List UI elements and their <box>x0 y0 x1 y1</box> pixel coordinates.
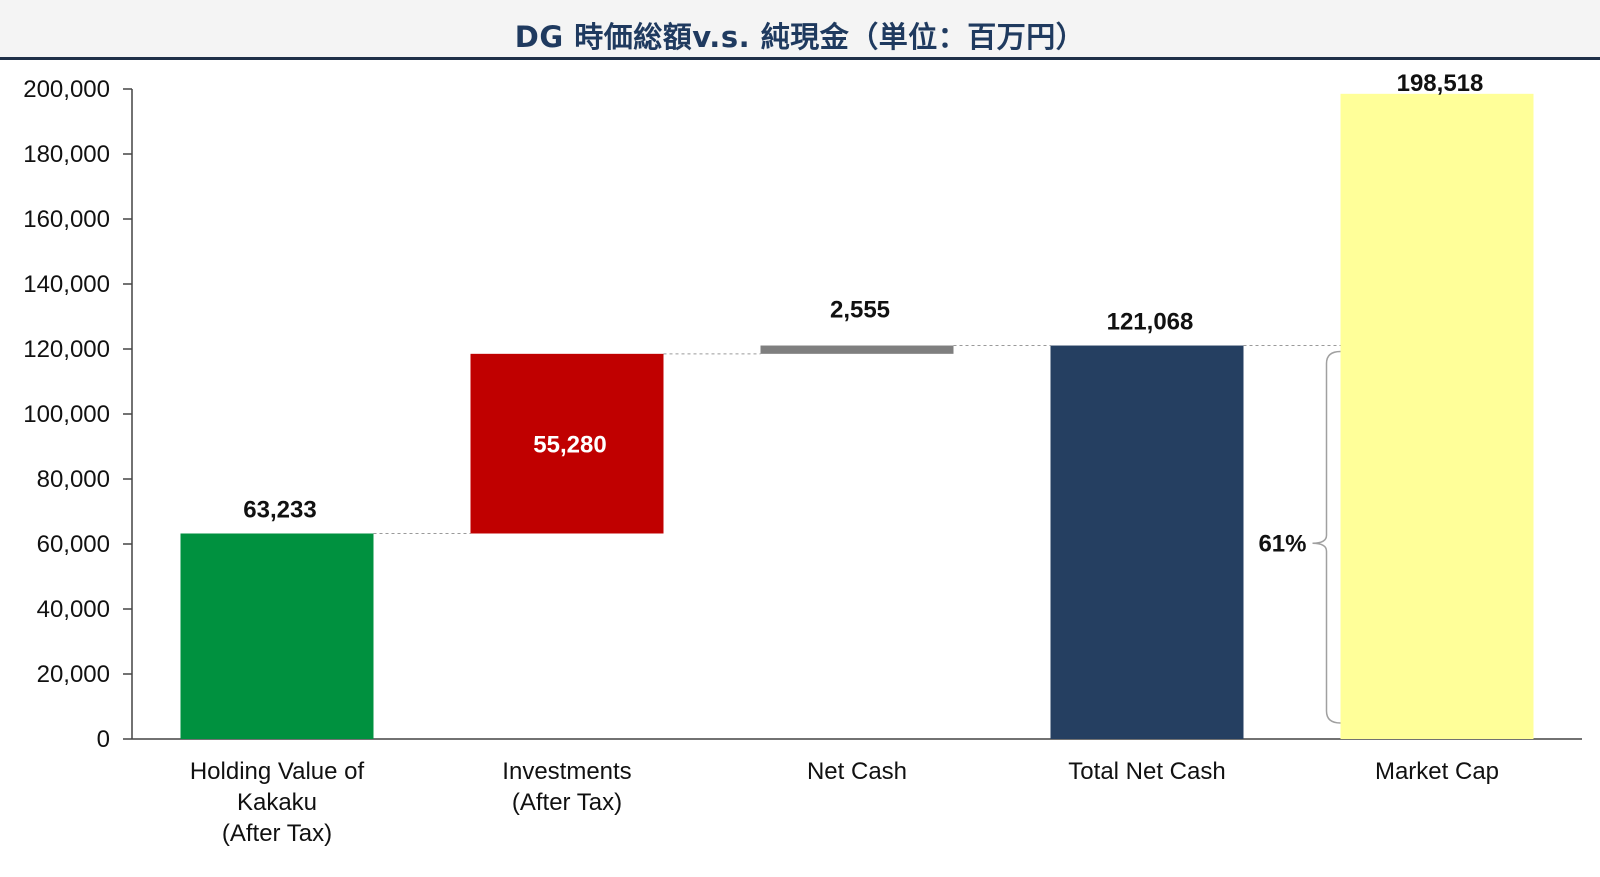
y-tick-label: 140,000 <box>23 271 110 298</box>
data-label: 63,233 <box>243 496 316 523</box>
x-tick-label: Market Cap <box>1375 758 1499 785</box>
label-layer: 63,233 55,280 2,555 121,068 198,518 Holding V… <box>190 70 1499 847</box>
x-tick-label: Investments <box>502 758 631 785</box>
y-tick-label: 0 <box>97 726 110 753</box>
bar <box>760 345 954 354</box>
bar <box>1050 345 1244 739</box>
x-tick-label: Net Cash <box>807 758 907 785</box>
data-label: 121,068 <box>1107 309 1194 336</box>
x-tick-label: Holding Value of <box>190 758 365 785</box>
axes-layer: 0 20,000 40,000 60,000 80,000 100,000 120,000 1… <box>23 76 1582 753</box>
x-tick-label: (After Tax) <box>222 820 332 847</box>
title-bar: DG 時価総額v.s. 純現金（単位：百万円） <box>0 0 1600 60</box>
chart-title: DG 時価総額v.s. 純現金（単位：百万円） <box>514 20 1086 54</box>
y-tick-label: 120,000 <box>23 336 110 363</box>
annotation-label: 61% <box>1258 530 1306 557</box>
bar <box>1340 93 1534 739</box>
data-label: 2,555 <box>830 297 890 324</box>
data-label: 198,518 <box>1397 70 1484 97</box>
connector-layer <box>373 345 1341 534</box>
y-tick-label: 20,000 <box>37 661 110 688</box>
y-tick-label: 40,000 <box>37 596 110 623</box>
bar <box>180 533 374 739</box>
y-tick-label: 160,000 <box>23 206 110 233</box>
x-tick-label: Total Net Cash <box>1068 758 1225 785</box>
annotation-layer: 61% <box>1258 350 1341 724</box>
bar <box>470 353 664 534</box>
y-tick-label: 100,000 <box>23 401 110 428</box>
data-label: 55,280 <box>533 432 606 459</box>
waterfall-chart: 0 20,000 40,000 60,000 80,000 100,000 120,000 1… <box>23 70 1582 847</box>
y-tick-label: 180,000 <box>23 141 110 168</box>
y-tick-label: 200,000 <box>23 76 110 103</box>
y-tick-label: 80,000 <box>37 466 110 493</box>
x-tick-label: (After Tax) <box>512 789 622 816</box>
x-tick-label: Kakaku <box>237 789 317 816</box>
bar-layer <box>180 93 1534 739</box>
y-tick-label: 60,000 <box>37 531 110 558</box>
annotation-bracket <box>1312 350 1341 724</box>
